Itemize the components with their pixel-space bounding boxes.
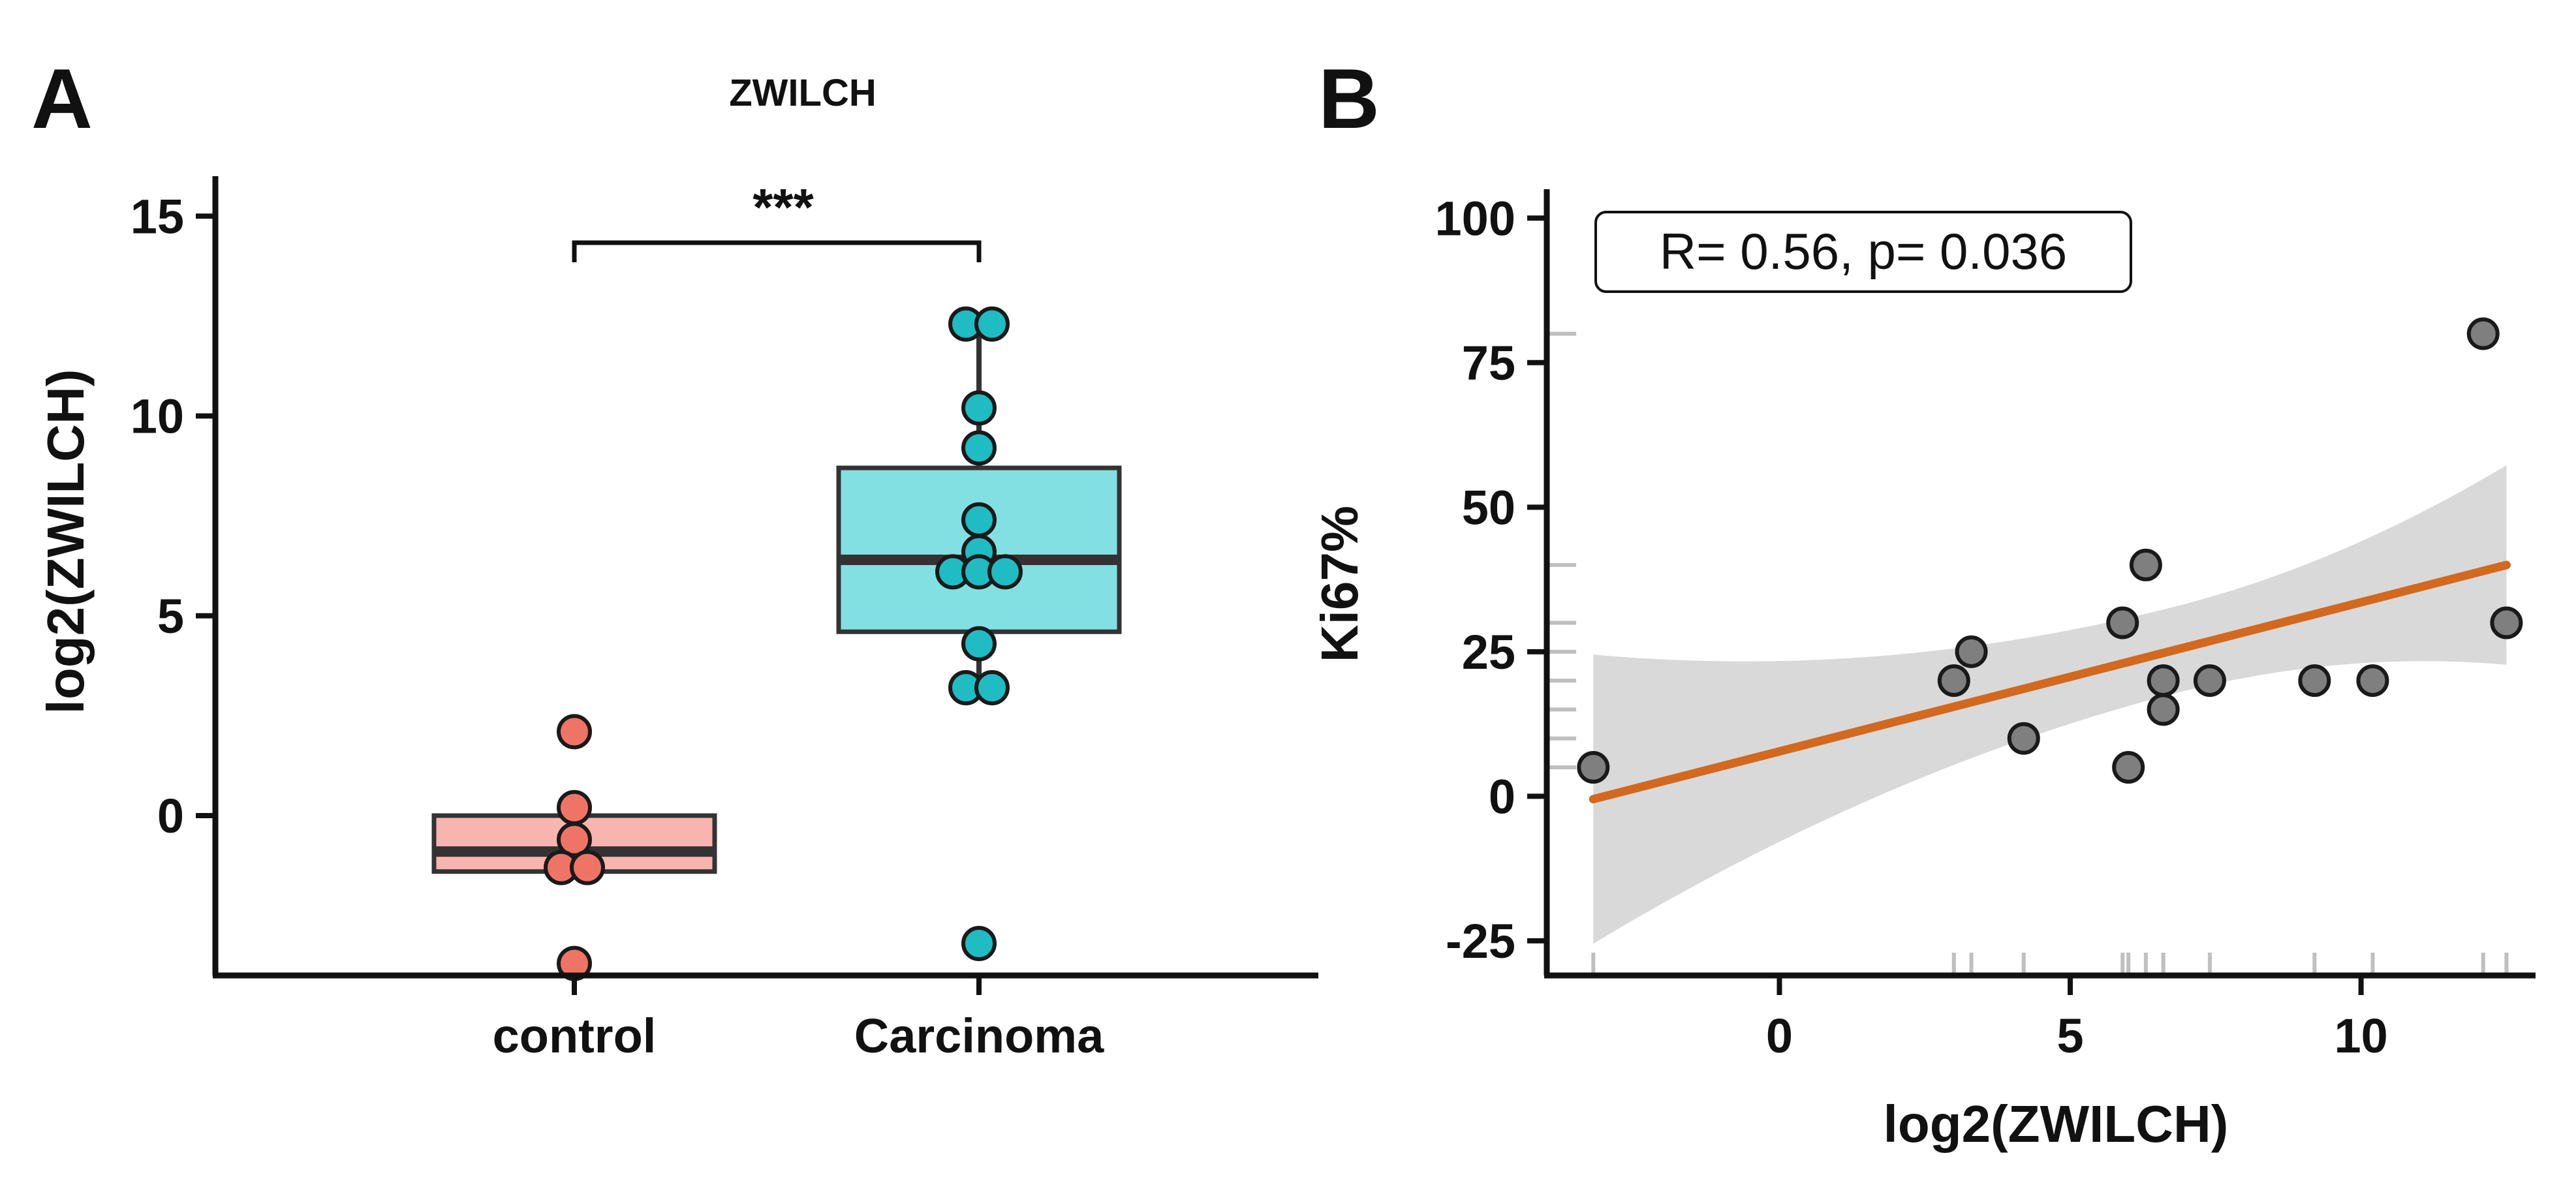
- confidence-band: [1593, 465, 2507, 944]
- panel-a-y-tick-label: 15: [131, 189, 184, 243]
- data-point-carcinoma: [987, 554, 1023, 590]
- regression-line: [1589, 560, 2511, 804]
- panel-b-y-tick-label: -25: [1446, 914, 1515, 968]
- scatter-point: [2466, 317, 2500, 350]
- data-point-carcinoma: [974, 670, 1010, 705]
- panel-b-xlabel: log2(ZWILCH): [1884, 1095, 2229, 1153]
- panel-a-x-tick-label: Carcinoma: [854, 1009, 1104, 1063]
- panel-a-y-tick-label: 10: [131, 390, 184, 444]
- scatter-point: [2193, 664, 2226, 698]
- panel-b-axes: -25 0 25 50 75 100 0 5 10: [1435, 189, 2536, 1063]
- panel-b-y-tick-label: 100: [1435, 191, 1515, 245]
- scatter-point: [2147, 664, 2180, 698]
- panel-b-y-tick-label: 50: [1462, 480, 1515, 534]
- panel-b-letter: B: [1318, 51, 1380, 146]
- data-point-control: [557, 714, 592, 750]
- scatter-point: [2112, 751, 2145, 784]
- data-point-carcinoma: [974, 306, 1010, 342]
- panel-b-x-tick-label: 0: [1766, 1009, 1793, 1063]
- data-point-control: [557, 790, 592, 825]
- panel-a-letter: A: [31, 51, 93, 146]
- correlation-annotation-box: [1594, 211, 2132, 293]
- scatter-point: [2129, 548, 2162, 581]
- panel-a-ylabel: log2(ZWILCH): [37, 369, 95, 714]
- panel-b-x-tick-label: 10: [2334, 1009, 2387, 1063]
- panel-b-x-tick-label: 5: [2056, 1009, 2083, 1063]
- scatter-point: [1577, 751, 1610, 784]
- correlation-annotation-text: R= 0.56, p= 0.036: [1660, 222, 2068, 280]
- scatter-point: [2106, 606, 2139, 639]
- scatter-point: [2490, 606, 2523, 639]
- significance-bracket: [572, 240, 982, 262]
- panel-a-axes: 0 5 10 15 control Carcinoma: [131, 176, 1318, 1063]
- panel-a-y-tick-label: 0: [157, 789, 184, 843]
- panel-a-title: ZWILCH: [729, 72, 877, 114]
- scatter-point: [2356, 664, 2389, 698]
- data-point-carcinoma: [961, 390, 997, 426]
- data-point-carcinoma: [961, 626, 997, 662]
- significance-label: ***: [753, 178, 814, 236]
- data-point-carcinoma: [961, 502, 997, 538]
- panel-a-x-tick-label: control: [493, 1009, 657, 1063]
- scatter-point: [2147, 693, 2180, 726]
- data-point-carcinoma: [961, 430, 997, 466]
- scatter-point: [2007, 722, 2040, 755]
- panel-b-y-tick-label: 75: [1462, 336, 1515, 390]
- panel-b-scatter: -25 0 25 50 75 100 0 5 10 Ki67% log2(ZWILCH) R= …: [1311, 189, 2536, 1153]
- scatter-point: [2298, 664, 2331, 698]
- data-point-control: [557, 821, 592, 857]
- panel-b-y-tick-label: 0: [1489, 769, 1515, 823]
- data-point-control: [570, 850, 605, 885]
- panel-a-boxplot: ZWILCH 0 5 10 15 control Carcinoma log2(ZWILC…: [37, 72, 1318, 1063]
- panel-b-y-tick-label: 25: [1462, 625, 1515, 679]
- scatter-point: [1937, 664, 1970, 698]
- panel-a-y-tick-label: 5: [157, 589, 184, 643]
- panel-b-ylabel: Ki67%: [1311, 506, 1369, 662]
- scatter-point: [1955, 635, 1988, 668]
- panel-b-marks: [1577, 317, 2523, 804]
- panel-a-marks: [431, 240, 1122, 981]
- data-point-carcinoma: [961, 926, 997, 961]
- correlation-annotation: R= 0.56, p= 0.036: [1594, 211, 2132, 293]
